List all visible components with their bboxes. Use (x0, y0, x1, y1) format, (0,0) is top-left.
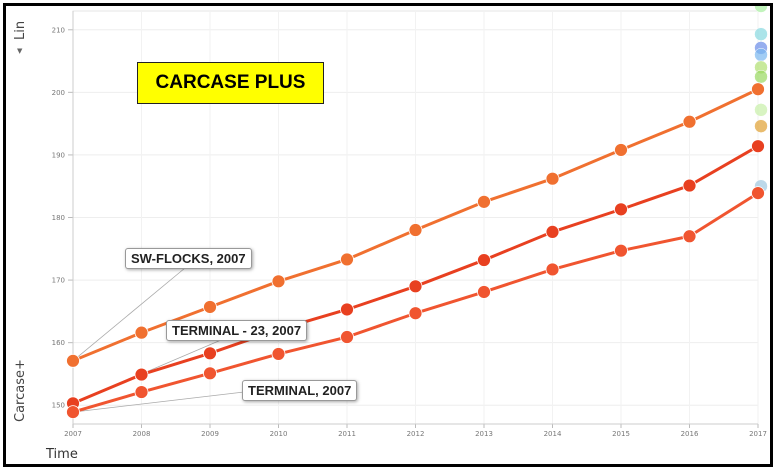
data-point (134, 385, 149, 399)
data-point (203, 346, 217, 361)
data-point (66, 405, 80, 420)
data-point (614, 243, 628, 258)
x-tick-label: 2008 (133, 430, 151, 438)
y-axis-title: Carcase+ (13, 359, 28, 422)
data-point (477, 194, 491, 209)
x-tick-label: 2013 (475, 430, 493, 438)
x-tick-label: 2009 (201, 430, 219, 438)
data-point (134, 325, 149, 340)
y-tick-label: 210 (52, 26, 65, 34)
x-tick-label: 2011 (338, 430, 356, 438)
side-marker (754, 27, 768, 41)
data-point (203, 366, 217, 381)
x-axis-selector[interactable]: Time (46, 447, 78, 462)
data-point (66, 353, 80, 368)
annotation-terminal-23: TERMINAL - 23, 2007 (166, 320, 308, 341)
data-point (340, 302, 354, 317)
x-tick-label: 2010 (270, 430, 288, 438)
x-tick-label: 2014 (544, 430, 562, 438)
data-point (408, 223, 423, 237)
chart-frame: 150 160 170 180 190 200 210 2007 2008 2009 2010 201… (3, 3, 773, 467)
side-marker (754, 103, 768, 117)
data-point (340, 252, 354, 267)
data-point (134, 367, 149, 382)
data-point (271, 274, 286, 289)
data-point (477, 253, 491, 267)
x-tick-label: 2015 (612, 430, 630, 438)
data-point (682, 178, 697, 193)
y-axis-selector-arrow-icon[interactable]: ▼ (17, 47, 23, 55)
annotation-leader-line (72, 391, 245, 413)
data-point (545, 171, 560, 186)
side-marker (754, 119, 768, 133)
y-tick-label: 170 (52, 277, 65, 285)
y-axis-selector[interactable]: Lin (13, 21, 28, 40)
data-point (408, 306, 423, 321)
data-point (271, 347, 286, 361)
data-point (751, 186, 765, 200)
x-tick-label: 2017 (749, 430, 767, 438)
x-tick-label: 2016 (681, 430, 699, 438)
data-point (751, 139, 765, 154)
y-tick-label: 160 (52, 339, 65, 347)
annotation-terminal: TERMINAL, 2007 (242, 380, 358, 401)
data-point (545, 262, 560, 277)
annotation-sw-flocks: SW-FLOCKS, 2007 (125, 248, 252, 269)
y-tick-label: 150 (52, 402, 65, 410)
x-tick-label: 2007 (64, 430, 82, 438)
line-chart: 150 160 170 180 190 200 210 2007 2008 2009 2010 201… (13, 6, 768, 438)
y-tick-label: 200 (52, 89, 65, 97)
data-point (545, 224, 560, 239)
data-point (408, 279, 423, 294)
side-marker (754, 69, 768, 84)
data-point (682, 114, 697, 129)
data-point (614, 143, 628, 157)
side-marker (754, 48, 768, 62)
x-tick-label: 2012 (407, 430, 425, 438)
annotation-leader-line (72, 267, 186, 362)
y-tick-label: 180 (52, 214, 65, 222)
data-point (340, 330, 354, 344)
data-point (614, 202, 628, 217)
data-point (751, 82, 765, 97)
data-point (682, 229, 697, 244)
y-tick-label: 190 (52, 151, 65, 159)
chart-title: CARCASE PLUS (137, 62, 324, 104)
data-point (477, 285, 491, 299)
data-point (203, 300, 217, 314)
side-marker (754, 6, 768, 13)
